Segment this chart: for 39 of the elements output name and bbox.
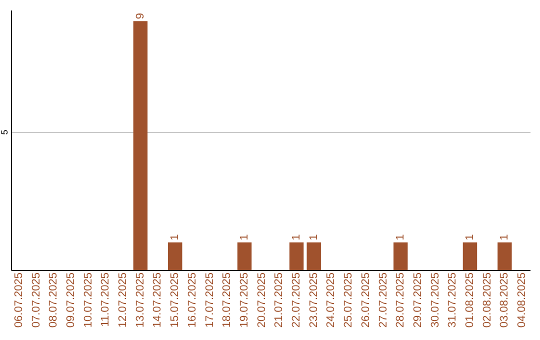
x-tick-label: 19.07.2025 bbox=[238, 272, 250, 328]
data-label: 1 bbox=[498, 234, 511, 240]
x-tick-label: 15.07.2025 bbox=[169, 272, 182, 328]
x-tick-label: 13.07.2025 bbox=[134, 272, 146, 328]
y-tick-label: 5 bbox=[0, 130, 10, 135]
x-tick-label: 16.07.2025 bbox=[186, 272, 198, 328]
data-label: 1 bbox=[238, 234, 250, 240]
x-tick-label: 14.07.2025 bbox=[152, 272, 164, 328]
data-label: 1 bbox=[308, 234, 320, 240]
data-label: 9 bbox=[134, 12, 146, 20]
x-tick-label: 09.07.2025 bbox=[65, 272, 78, 328]
x-tick-label: 24.07.2025 bbox=[325, 272, 338, 328]
x-tick-label: 23.07.2025 bbox=[308, 272, 320, 328]
data-label: 1 bbox=[394, 234, 407, 240]
x-tick-label: 22.07.2025 bbox=[290, 272, 303, 328]
x-tick-label: 17.07.2025 bbox=[204, 272, 216, 328]
x-tick-label: 27.07.2025 bbox=[377, 272, 390, 328]
x-tick-label: 31.07.2025 bbox=[446, 272, 459, 328]
x-tick-label: 06.07.2025 bbox=[12, 272, 25, 328]
x-tick-label: 02.08.2025 bbox=[481, 272, 494, 328]
x-tick-label: 29.07.2025 bbox=[412, 272, 424, 328]
x-tick-label: 07.07.2025 bbox=[30, 272, 42, 328]
x-tick-label: 28.07.2025 bbox=[394, 272, 407, 328]
data-label: 1 bbox=[169, 234, 182, 240]
x-tick-label: 18.07.2025 bbox=[221, 272, 234, 328]
x-tick-label: 12.07.2025 bbox=[117, 272, 130, 328]
data-label: 1 bbox=[464, 234, 476, 240]
data-label: 1 bbox=[290, 234, 303, 240]
x-tick-label: 26.07.2025 bbox=[360, 272, 372, 328]
x-tick-label: 21.07.2025 bbox=[273, 272, 286, 328]
x-tick-label: 20.07.2025 bbox=[256, 272, 268, 328]
x-tick-label: 25.07.2025 bbox=[342, 272, 355, 328]
x-tick-label: 03.08.2025 bbox=[498, 272, 511, 328]
x-tick-label: 01.08.2025 bbox=[464, 272, 476, 328]
x-tick-label: 11.07.2025 bbox=[100, 272, 112, 327]
x-tick-label: 08.07.2025 bbox=[48, 272, 60, 328]
x-tick-label: 10.07.2025 bbox=[82, 272, 94, 328]
x-tick-label: 30.07.2025 bbox=[429, 272, 442, 328]
x-tick-label: 04.08.2025 bbox=[516, 272, 528, 328]
